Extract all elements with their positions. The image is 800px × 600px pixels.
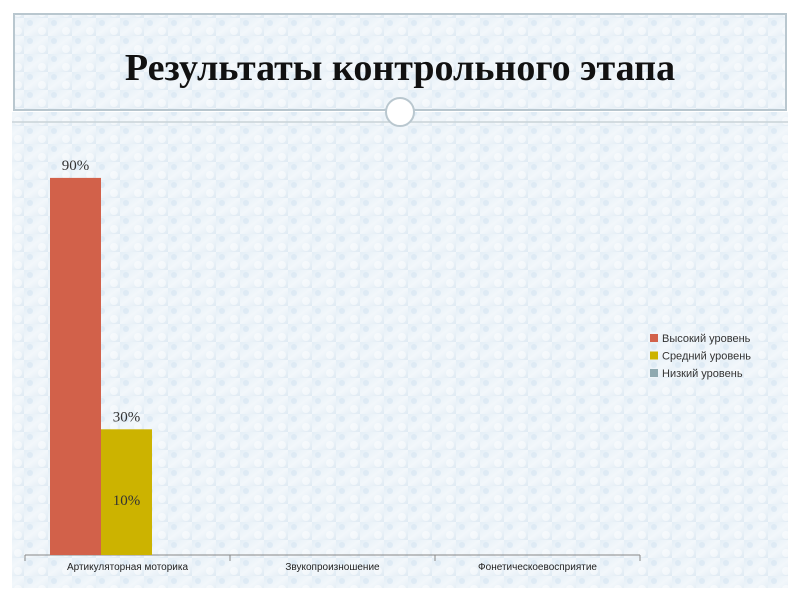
legend-swatch [650, 334, 658, 342]
x-tick-label: Звукопроизношение [285, 562, 380, 573]
legend-swatch [650, 369, 658, 377]
legend-label: Высокий уровень [662, 333, 751, 345]
data-label: 30% [113, 409, 141, 425]
chart-title: Результаты контрольного этапа [125, 47, 675, 89]
ornament [385, 97, 415, 127]
legend-label: Средний уровень [662, 351, 751, 363]
x-tick-label: Артикуляторная моторика [67, 562, 189, 573]
x-tick-label: Фонетическоевосприятие [478, 562, 597, 573]
data-label: 90% [62, 158, 90, 174]
data-label: 10% [113, 493, 141, 509]
bar [50, 177, 101, 555]
bar [101, 513, 152, 555]
legend-swatch [650, 351, 658, 360]
legend-label: Низкий уровень [662, 368, 743, 380]
